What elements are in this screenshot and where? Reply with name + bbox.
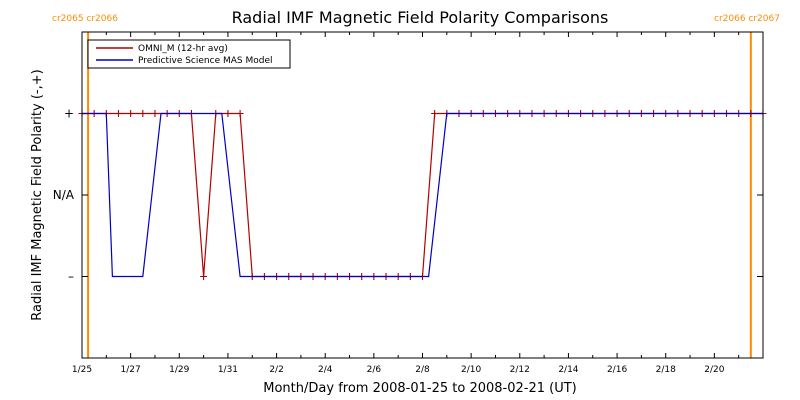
x-tick-label: 1/27	[121, 365, 141, 375]
x-tick-label: 1/31	[218, 365, 238, 375]
x-tick-label: 1/29	[169, 365, 189, 375]
series-omni-point	[200, 273, 208, 280]
x-tick-label: 2/20	[704, 365, 724, 375]
legend: OMNI_M (12-hr avg) Predictive Science MA…	[87, 39, 291, 69]
x-tick-label: 1/25	[72, 365, 92, 375]
series-omni-point	[139, 110, 147, 117]
series-omni-point	[127, 110, 135, 117]
y-axis-label: Radial IMF Magnetic Field Polarity (-,+)	[30, 69, 45, 320]
carrington-label-left: cr2065 cr2066	[52, 14, 118, 24]
legend-box	[87, 39, 291, 69]
x-tick-label: 2/18	[656, 365, 676, 375]
series-omni-point	[151, 110, 159, 117]
x-axis-label: Month/Day from 2008-01-25 to 2008-02-21 …	[263, 381, 576, 396]
x-tick-label: 2/6	[367, 365, 382, 375]
y-tick-label: N/A	[53, 188, 75, 202]
series-layer	[78, 110, 767, 280]
carrington-lines	[87, 32, 752, 358]
series-omni-point	[431, 110, 439, 117]
legend-label-omni: OMNI_M (12-hr avg)	[138, 44, 228, 54]
chart-title: Radial IMF Magnetic Field Polarity Compa…	[232, 8, 609, 27]
legend-label-model: Predictive Science MAS Model	[138, 56, 273, 66]
series-model-line	[82, 112, 763, 278]
x-tick-label: 2/2	[269, 365, 283, 375]
series-omni-point	[224, 110, 232, 117]
x-tick-label: 2/4	[318, 365, 333, 375]
series-omni-point	[236, 110, 244, 117]
x-tick-label: 2/14	[558, 365, 578, 375]
y-tick-label: –	[68, 270, 74, 284]
y-tick-label: +	[64, 107, 74, 121]
axes-group: 1/25 1/27 1/29 1/31 2/2 2/4 2/6 2/8 2/10 2/12 2/14…	[53, 32, 764, 375]
carrington-label-right: cr2066 cr2067	[714, 14, 780, 24]
x-tick-label: 2/12	[510, 365, 530, 375]
x-tick-label: 2/10	[461, 365, 481, 375]
plot-frame	[81, 31, 764, 359]
series-omni-point	[114, 110, 122, 117]
series-omni-line	[82, 112, 763, 278]
x-tick-label: 2/16	[607, 365, 627, 375]
x-tick-label: 2/8	[415, 365, 430, 375]
